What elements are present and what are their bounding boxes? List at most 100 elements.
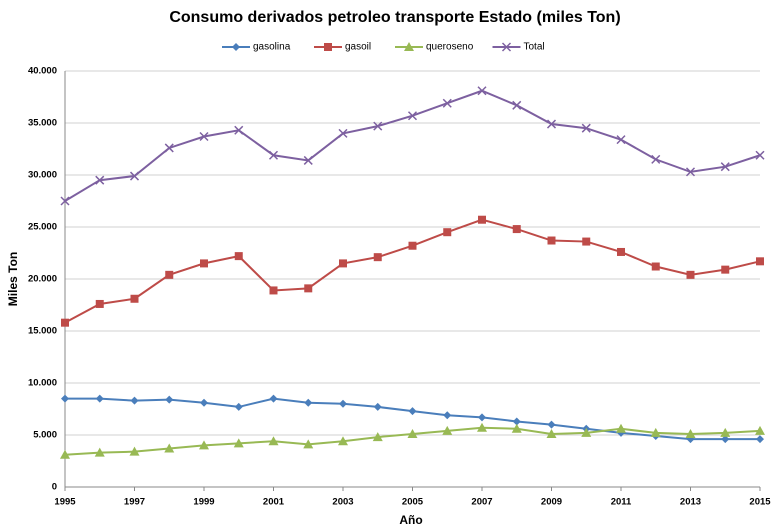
y-tick-label: 15.000: [28, 326, 57, 337]
marker: [721, 435, 730, 444]
marker: [546, 119, 557, 129]
marker: [582, 237, 591, 246]
marker: [442, 425, 453, 435]
marker: [477, 86, 487, 96]
marker: [200, 398, 208, 407]
y-tick-label: 25.000: [28, 222, 57, 233]
marker: [720, 162, 730, 172]
marker: [685, 428, 696, 438]
legend-label: gasoil: [345, 42, 371, 53]
marker: [61, 318, 69, 327]
marker: [95, 299, 104, 308]
marker: [756, 257, 764, 266]
marker: [338, 436, 348, 446]
marker: [720, 427, 731, 437]
marker: [755, 150, 765, 160]
x-tick-label: 2011: [611, 497, 632, 508]
marker: [60, 196, 70, 206]
legend-label: gasolina: [253, 42, 291, 53]
marker: [408, 407, 417, 416]
marker: [164, 443, 175, 453]
marker: [686, 270, 695, 279]
y-tick-label: 10.000: [28, 378, 57, 389]
x-tick-label: 1995: [54, 497, 76, 508]
marker: [338, 128, 348, 138]
series: [60, 422, 765, 459]
series: [61, 215, 764, 327]
marker: [443, 228, 452, 237]
marker: [477, 422, 487, 432]
y-tick-label: 0: [52, 482, 57, 493]
x-tick-label: 1997: [124, 497, 145, 508]
marker: [547, 236, 556, 245]
marker: [95, 394, 104, 403]
marker: [501, 42, 512, 52]
marker: [268, 150, 279, 160]
marker: [650, 427, 661, 437]
marker: [404, 42, 414, 51]
y-tick-label: 35.000: [28, 118, 57, 129]
marker: [60, 449, 70, 459]
marker: [200, 259, 208, 268]
x-tick-label: 2007: [471, 497, 492, 508]
marker: [616, 135, 626, 145]
marker: [372, 432, 383, 442]
marker: [547, 420, 556, 429]
marker: [61, 394, 69, 403]
marker: [407, 428, 418, 438]
series: [60, 86, 765, 206]
x-tick-label: 2009: [541, 497, 562, 508]
marker: [303, 439, 314, 449]
marker: [373, 121, 383, 131]
marker: [129, 171, 140, 181]
marker: [165, 270, 174, 279]
marker: [617, 247, 625, 256]
legend-item: gasoil: [314, 42, 371, 53]
marker: [651, 262, 660, 271]
marker: [478, 413, 486, 422]
x-tick-label: 2015: [749, 497, 771, 508]
marker: [512, 225, 521, 234]
y-tick-label: 5.000: [33, 430, 57, 441]
x-tick-label: 2013: [680, 497, 701, 508]
line: [64, 89, 761, 202]
marker: [304, 284, 313, 293]
marker: [165, 395, 174, 404]
marker: [616, 423, 626, 433]
marker: [651, 154, 661, 164]
marker: [512, 100, 522, 110]
y-axis-label: Miles Ton: [6, 252, 20, 306]
marker: [95, 175, 105, 185]
legend-label: queroseno: [426, 42, 474, 53]
marker: [339, 259, 347, 268]
legend-item: gasolina: [222, 42, 291, 53]
marker: [373, 402, 382, 411]
marker: [199, 131, 209, 142]
marker: [234, 125, 244, 135]
legend-label: Total: [524, 42, 545, 53]
marker: [581, 427, 592, 437]
y-tick-label: 40.000: [28, 66, 57, 77]
marker: [373, 253, 382, 262]
marker: [755, 425, 765, 435]
y-tick-label: 30.000: [28, 170, 57, 181]
marker: [129, 446, 140, 456]
marker: [304, 398, 313, 407]
marker: [511, 423, 522, 433]
marker: [269, 394, 278, 403]
marker: [233, 438, 244, 448]
x-tick-label: 2001: [263, 497, 285, 508]
marker: [685, 167, 696, 177]
marker: [303, 155, 313, 165]
x-tick-label: 2005: [402, 497, 424, 508]
x-tick-label: 1999: [193, 497, 214, 508]
marker: [581, 123, 591, 133]
marker: [442, 98, 452, 108]
marker: [269, 286, 278, 295]
marker: [130, 396, 139, 405]
marker: [164, 143, 174, 153]
marker: [756, 435, 764, 444]
marker: [94, 447, 105, 457]
marker: [443, 411, 452, 420]
